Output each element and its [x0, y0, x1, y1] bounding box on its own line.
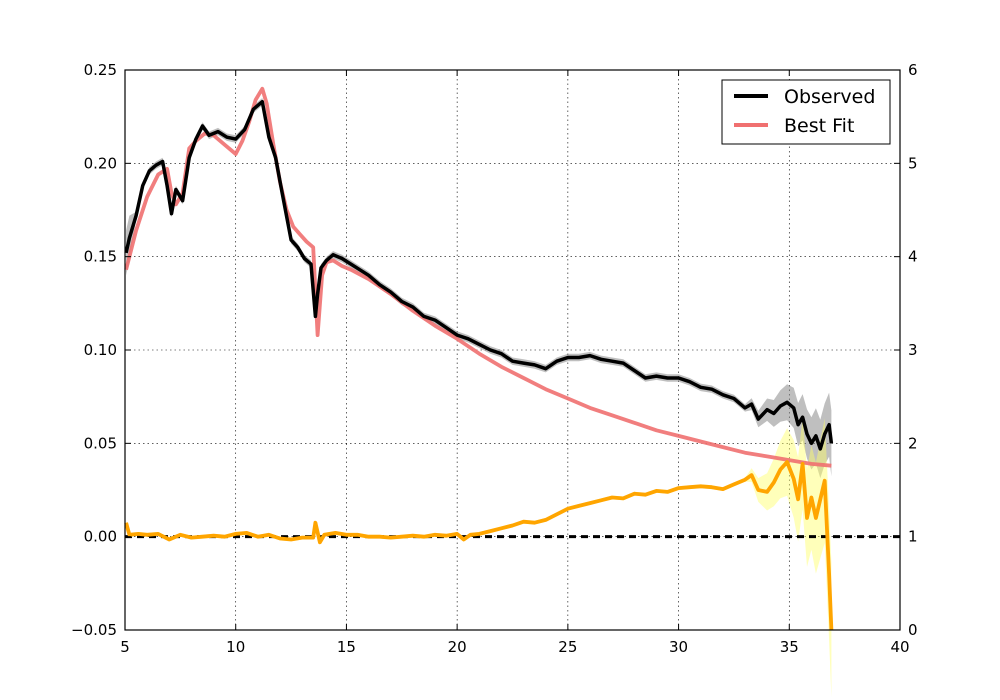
- y2-tick-label: 6: [908, 61, 918, 79]
- axes: 5 10 15 20 25 30 35 40−0.050.000.050.100.150.20…: [71, 61, 918, 656]
- grid: [125, 70, 900, 630]
- observed-error-band: [126, 98, 832, 479]
- x-tick-label: 40: [890, 638, 909, 656]
- y-tick-label: 0.15: [84, 248, 117, 266]
- y-tick-label: 0.00: [84, 528, 117, 546]
- legend-label-observed: Observed: [784, 86, 875, 108]
- y-tick-label: 0.05: [84, 434, 117, 452]
- y-tick-label: 0.25: [84, 61, 117, 79]
- best-fit-line: [124, 86, 832, 468]
- legend: Observed Best Fit: [721, 79, 891, 145]
- uncertainty-bands: [126, 98, 832, 698]
- legend-box: [721, 79, 891, 145]
- x-tick-label: 15: [337, 638, 356, 656]
- residual-line: [124, 460, 834, 631]
- x-tick-label: 30: [669, 638, 688, 656]
- y2-tick-label: 4: [908, 248, 918, 266]
- x-tick-label: 10: [226, 638, 245, 656]
- y2-tick-label: 1: [908, 528, 918, 546]
- y2-tick-label: 3: [908, 341, 918, 359]
- x-tick-label: 5: [120, 638, 130, 656]
- y-tick-label: −0.05: [71, 621, 117, 639]
- x-tick-label: 20: [448, 638, 467, 656]
- y-tick-label: 0.20: [84, 154, 117, 172]
- observed-line: [124, 99, 834, 451]
- y2-tick-label: 5: [908, 154, 918, 172]
- x-tick-label: 35: [780, 638, 799, 656]
- y2-tick-label: 0: [908, 621, 918, 639]
- series-layer: [124, 86, 900, 631]
- x-tick-label: 25: [558, 638, 577, 656]
- legend-label-best-fit: Best Fit: [784, 115, 854, 137]
- y-tick-label: 0.10: [84, 341, 117, 359]
- y2-tick-label: 2: [908, 434, 918, 452]
